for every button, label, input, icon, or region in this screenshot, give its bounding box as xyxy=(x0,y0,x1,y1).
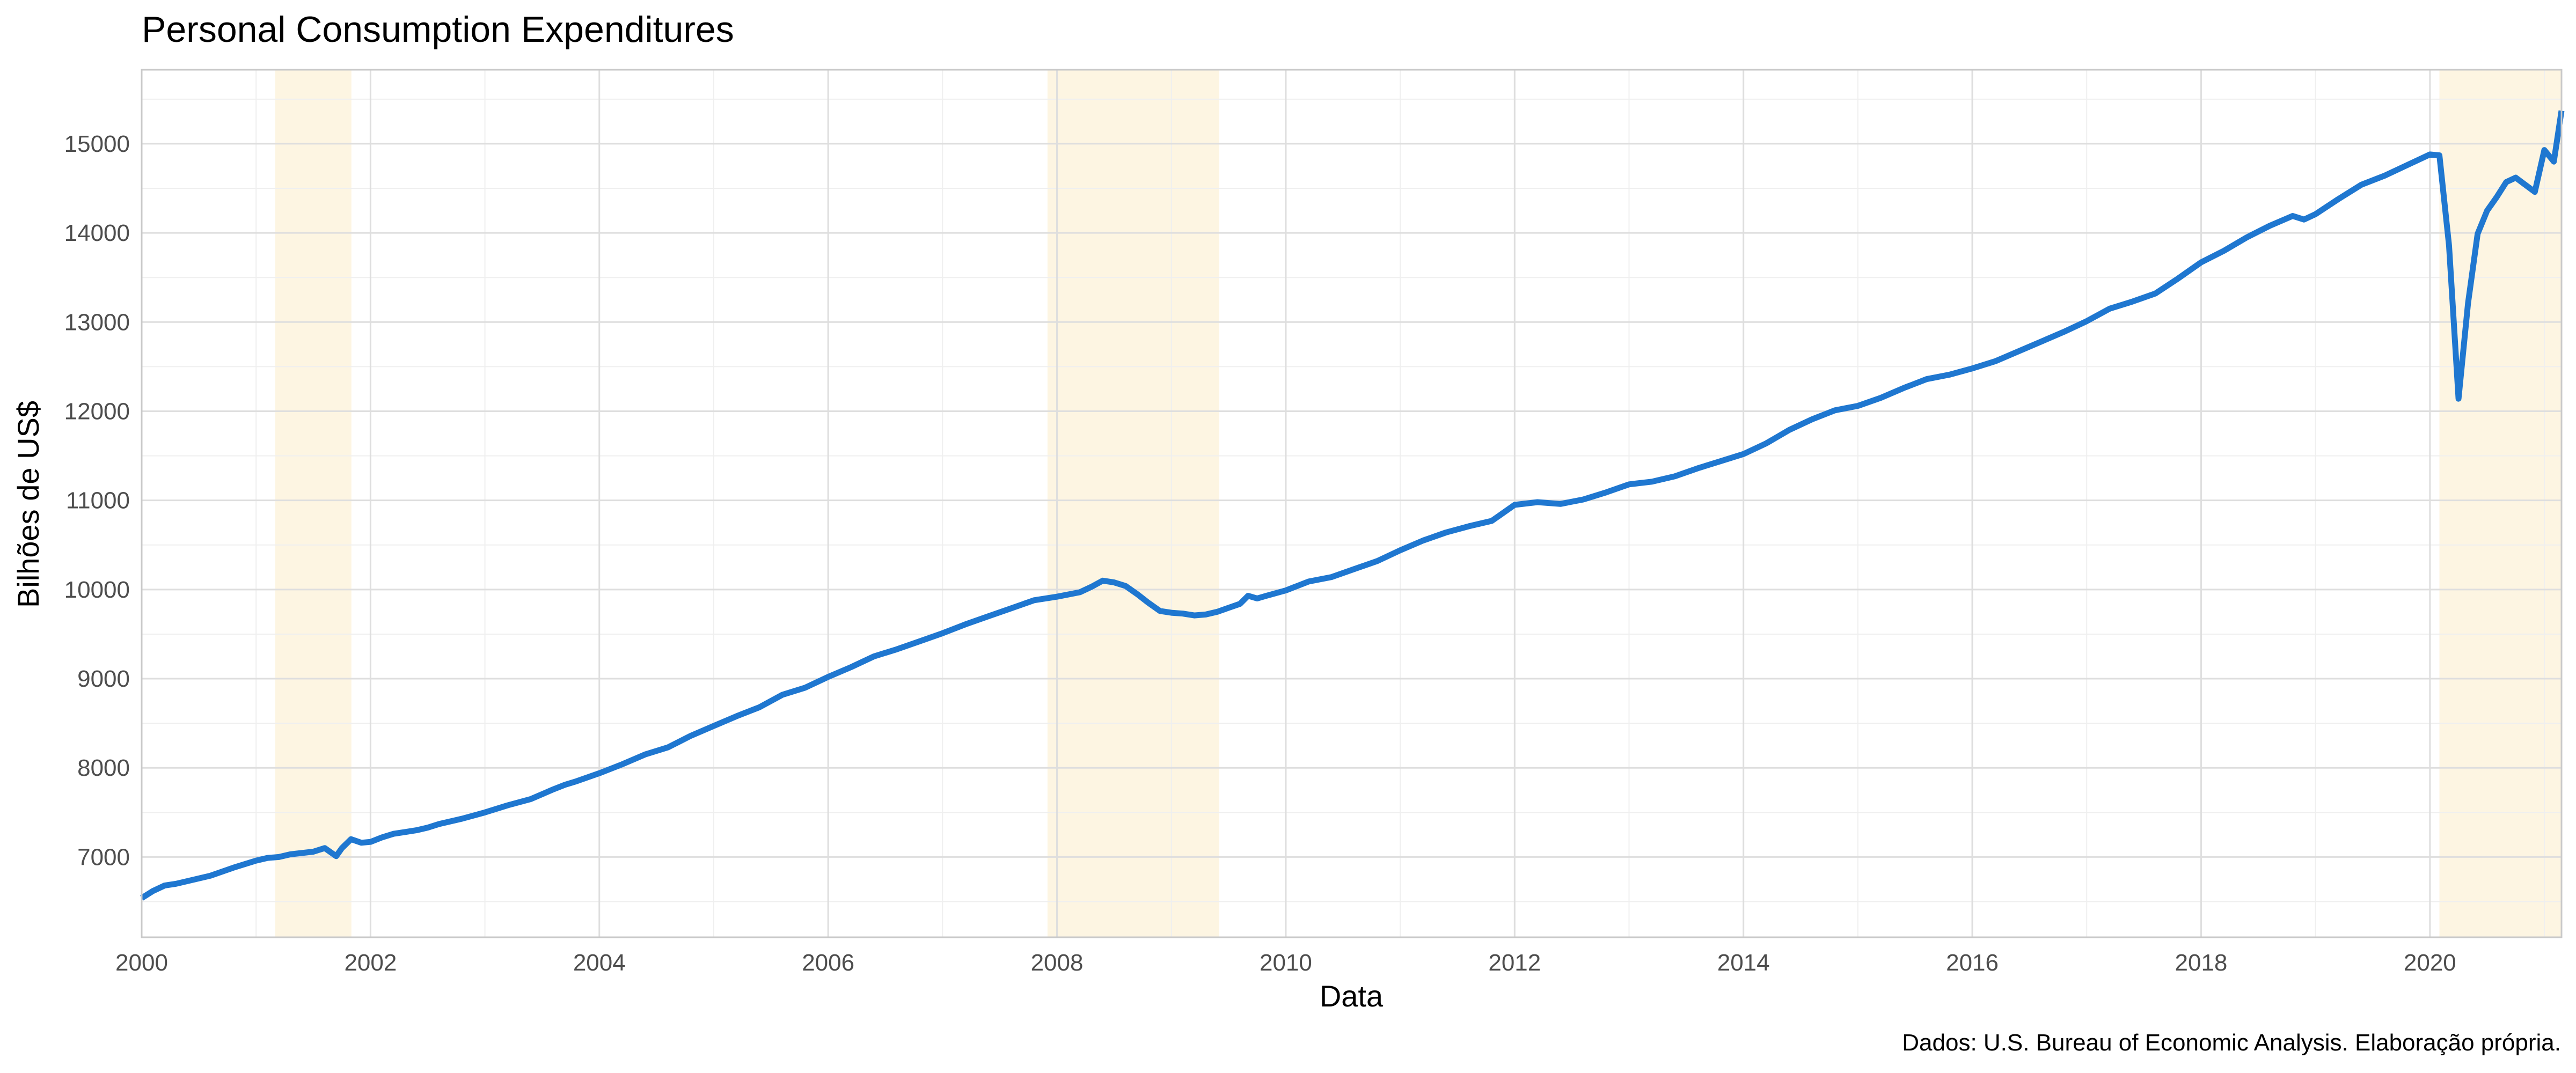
pce-series-line xyxy=(140,110,2565,901)
y-tick-label: 9000 xyxy=(77,666,130,692)
x-axis-title: Data xyxy=(1320,979,1384,1013)
source-caption: Dados: U.S. Bureau of Economic Analysis.… xyxy=(1902,1030,2561,1056)
y-axis-title: Bilhões de US$ xyxy=(11,401,45,608)
y-tick-label: 10000 xyxy=(64,577,130,603)
x-tick-label: 2012 xyxy=(1488,950,1541,976)
x-tick-label: 2020 xyxy=(2404,950,2456,976)
y-tick-label: 7000 xyxy=(77,844,130,870)
recession-bands xyxy=(275,70,2562,937)
x-tick-label: 2014 xyxy=(1717,950,1770,976)
minor-gridlines xyxy=(142,70,2562,937)
x-tick-label: 2008 xyxy=(1031,950,1084,976)
y-tick-label: 13000 xyxy=(64,309,130,335)
y-tick-label: 14000 xyxy=(64,220,130,246)
recession-band xyxy=(1047,70,1219,937)
x-tick-label: 2004 xyxy=(573,950,626,976)
chart-title: Personal Consumption Expenditures xyxy=(142,9,734,50)
y-axis-tick-labels: 7000 8000 9000 10000 11000 12000 13000 14000 150… xyxy=(64,131,130,870)
recession-band xyxy=(2439,70,2562,937)
x-tick-label: 2000 xyxy=(115,950,168,976)
x-tick-label: 2010 xyxy=(1260,950,1312,976)
x-tick-label: 2016 xyxy=(1946,950,1999,976)
y-tick-label: 12000 xyxy=(64,398,130,424)
y-tick-label: 15000 xyxy=(64,131,130,157)
x-tick-label: 2018 xyxy=(2175,950,2228,976)
plot-panel-border xyxy=(141,69,2563,938)
y-tick-label: 11000 xyxy=(66,488,130,514)
data-series xyxy=(140,110,2565,901)
x-tick-label: 2006 xyxy=(802,950,854,976)
x-axis-tick-labels: 2000 2002 2004 2006 2008 2010 2012 2014 2016 2018… xyxy=(115,950,2456,976)
recession-band xyxy=(275,70,352,937)
x-tick-label: 2002 xyxy=(344,950,397,976)
y-tick-label: 8000 xyxy=(77,755,130,781)
